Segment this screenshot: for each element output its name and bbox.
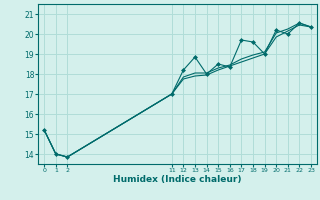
X-axis label: Humidex (Indice chaleur): Humidex (Indice chaleur) <box>113 175 242 184</box>
